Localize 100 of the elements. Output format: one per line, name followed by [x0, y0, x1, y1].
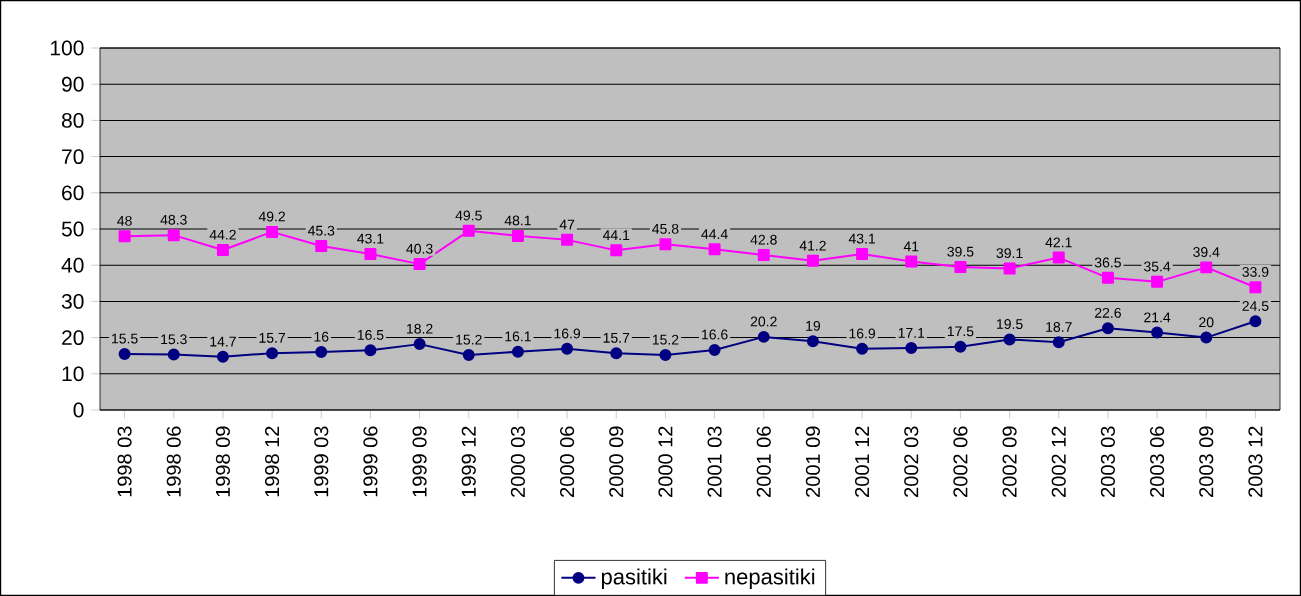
- x-tick-label: 1999 06: [363, 426, 378, 497]
- data-label: 44.2: [209, 229, 236, 240]
- x-tick-label: 1998 03: [117, 426, 132, 497]
- point: [413, 338, 426, 351]
- x-tick-label: 2001 03: [707, 426, 722, 497]
- point: [757, 249, 770, 262]
- legend-label: nepasitiki: [725, 568, 815, 589]
- point: [315, 240, 328, 253]
- data-label: 15.2: [456, 334, 482, 345]
- x-tick-label: 1998 06: [166, 426, 181, 497]
- x-tick-label: 2000 06: [560, 426, 575, 497]
- x-tick-label: 2001 09: [805, 426, 820, 497]
- x-tick-label: 1998 09: [215, 426, 230, 497]
- point: [659, 238, 672, 251]
- point: [954, 340, 967, 353]
- data-label: 35.4: [1144, 261, 1171, 272]
- data-label: 48.1: [504, 215, 531, 226]
- point: [905, 255, 918, 268]
- data-label: 33.9: [1242, 266, 1269, 277]
- data-label: 16.6: [702, 329, 728, 340]
- data-label: 45.8: [652, 223, 679, 234]
- point: [561, 342, 574, 355]
- point: [806, 335, 819, 348]
- point: [118, 230, 131, 243]
- point: [462, 224, 475, 237]
- point: [364, 247, 377, 260]
- point: [364, 344, 377, 357]
- data-label: 24.5: [1242, 301, 1269, 311]
- data-label: 36.5: [1094, 257, 1121, 268]
- point: [266, 347, 279, 360]
- data-label: 16: [314, 331, 329, 342]
- legend-label: pasitiki: [601, 568, 667, 589]
- x-tick-label: 2001 06: [756, 426, 771, 497]
- x-tick-label: 2000 09: [609, 426, 624, 497]
- x-tick-label: 2001 12: [855, 426, 870, 497]
- x-tick-label: 2003 03: [1100, 426, 1115, 497]
- point: [1249, 281, 1262, 294]
- data-label: 44.1: [602, 230, 630, 240]
- data-label: 17.1: [898, 328, 925, 338]
- x-tick-label: 2002 09: [1002, 426, 1017, 497]
- point: [511, 229, 524, 242]
- data-label: 14.7: [210, 336, 236, 347]
- y-tick-label: 20: [62, 330, 84, 346]
- data-label: 39.1: [996, 248, 1023, 259]
- x-tick-label: 1999 12: [461, 426, 476, 497]
- data-label: 44.4: [701, 229, 728, 239]
- y-tick-label: 40: [61, 257, 84, 273]
- point: [806, 254, 819, 267]
- point: [708, 243, 721, 256]
- point: [266, 225, 279, 238]
- data-label: 41.2: [799, 240, 826, 251]
- data-label: 20: [1199, 317, 1214, 328]
- x-tick-label: 1998 12: [265, 426, 280, 497]
- point: [856, 247, 869, 260]
- data-label: 39.5: [947, 246, 974, 257]
- data-label: 22.6: [1094, 307, 1121, 318]
- data-label: 16.5: [357, 329, 384, 340]
- point: [856, 342, 869, 355]
- x-tick-label: 2002 06: [953, 426, 968, 497]
- data-label: 15.7: [259, 333, 286, 343]
- data-label: 39.4: [1193, 247, 1220, 257]
- point: [610, 244, 623, 257]
- data-label: 19.5: [997, 319, 1023, 329]
- data-label: 19: [806, 320, 821, 331]
- point: [1200, 261, 1213, 274]
- data-label: 15.5: [112, 333, 138, 344]
- point: [1151, 326, 1164, 339]
- data-label: 21.4: [1144, 312, 1171, 323]
- data-label: 49.5: [455, 210, 482, 221]
- data-label: 18.7: [1046, 322, 1072, 332]
- point: [954, 261, 967, 274]
- point: [1249, 315, 1262, 328]
- point: [462, 348, 475, 361]
- x-tick-label: 2003 06: [1150, 426, 1165, 497]
- point: [216, 244, 229, 256]
- point: [757, 330, 770, 343]
- y-tick-label: 70: [62, 149, 84, 165]
- point: [1052, 336, 1065, 349]
- data-label: 20.2: [750, 316, 777, 327]
- y-tick-label: 0: [73, 402, 84, 418]
- data-label: 48.3: [160, 214, 187, 225]
- data-label: 16.9: [554, 328, 581, 339]
- data-label: 45.3: [307, 225, 335, 236]
- data-label: 43.1: [848, 233, 876, 244]
- x-tick-label: 2000 12: [658, 426, 673, 497]
- y-tick-label: 60: [62, 185, 84, 201]
- point: [708, 343, 721, 356]
- point: [1151, 275, 1164, 288]
- y-tick-label: 90: [62, 76, 84, 92]
- y-tick-label: 30: [61, 293, 84, 309]
- point: [1003, 262, 1016, 275]
- point: [1200, 331, 1213, 344]
- point: [1003, 333, 1016, 346]
- point: [413, 258, 426, 271]
- x-tick-label: 2003 12: [1248, 426, 1263, 497]
- y-tick-label: 50: [61, 221, 84, 237]
- data-label: 43.1: [357, 233, 384, 244]
- point: [1101, 271, 1114, 284]
- data-label: 16.1: [505, 331, 531, 342]
- x-tick-label: 2002 12: [1051, 426, 1066, 497]
